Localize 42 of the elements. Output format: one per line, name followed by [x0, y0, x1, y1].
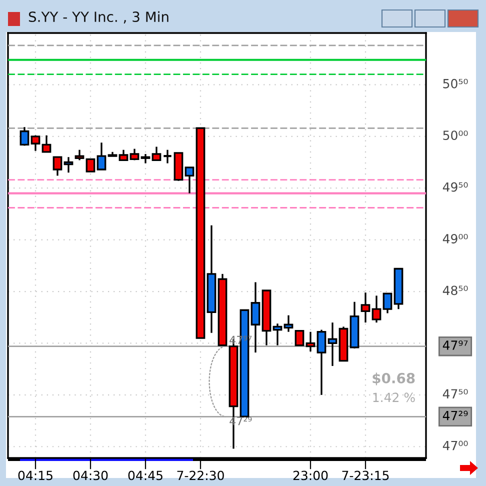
x-tick-label: 7-22:30 [177, 470, 224, 480]
candlestick [306, 331, 316, 352]
candlestick [140, 153, 150, 164]
candlestick [382, 292, 392, 314]
chart-title: S.YY - YY Inc. , 3 Min [28, 11, 168, 24]
x-tick-label: 04:15 [18, 470, 52, 480]
candlestick [118, 149, 128, 162]
y-tick-label: 50⁵⁰ [443, 78, 468, 88]
candlestick [86, 158, 96, 172]
ref-line-label: 47⁹⁷ [442, 340, 468, 350]
candlestick [284, 314, 294, 333]
candlestick [328, 322, 338, 367]
candlestick [74, 149, 84, 162]
candlestick [152, 146, 162, 162]
candlestick [294, 330, 304, 346]
candlestick [250, 281, 260, 354]
y-tick-label: 49⁰⁰ [442, 234, 468, 244]
candlestick [64, 156, 74, 174]
x-tick-label: 23:00 [293, 470, 328, 480]
candlestick [372, 294, 382, 324]
y-tick-label: 50⁰⁰ [443, 130, 468, 140]
x-tick-label: 7-23:15 [342, 470, 389, 480]
x-tick-label: 04:45 [128, 470, 162, 480]
y-tick-label: 47⁰⁰ [442, 440, 468, 450]
candlestick [272, 322, 282, 346]
candlestick [316, 328, 326, 396]
candlestick [184, 166, 194, 194]
candlestick [30, 134, 40, 152]
annotation: $0.68 [372, 372, 415, 386]
candlestick [162, 149, 172, 164]
candlestick [96, 142, 106, 170]
candlestick [42, 134, 52, 153]
candlestick [360, 292, 370, 324]
x-tick-label: 04:30 [73, 470, 108, 480]
annotation: 47⁹⁷ [230, 336, 252, 344]
y-tick-label: 48⁵⁰ [442, 286, 468, 296]
annotation: 1.42 % [373, 392, 415, 402]
ref-line-label: 47²⁹ [442, 410, 468, 420]
candlestick [52, 156, 62, 177]
y-tick-label: 49⁵⁰ [442, 182, 468, 192]
candlestick [20, 126, 30, 147]
y-tick-label: 47⁵⁰ [442, 389, 468, 398]
